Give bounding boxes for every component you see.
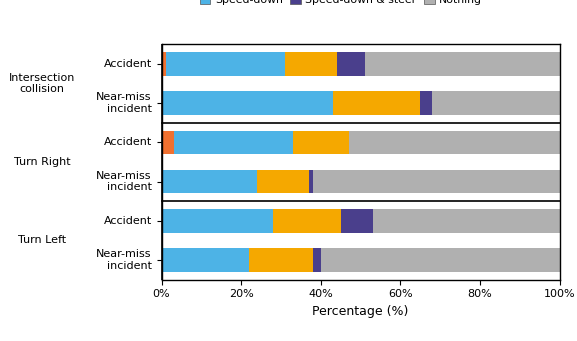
Text: Intersection
collision: Intersection collision [9,73,76,94]
Text: Turn Left: Turn Left [18,235,66,246]
Legend: Speed-up, Speed-down, Steer, Speed-down & steer, Avoiding behavior, Nothing: Speed-up, Speed-down, Steer, Speed-down … [200,0,538,5]
Bar [162,52,166,76]
Bar [309,170,313,193]
Bar [321,248,560,272]
Bar [166,52,285,76]
Bar [162,131,174,154]
Bar [337,52,365,76]
Bar [420,91,432,115]
Bar [333,91,420,115]
Text: Turn Right: Turn Right [14,157,70,167]
Bar [162,91,333,115]
Bar [162,170,257,193]
Bar [313,248,321,272]
Bar [293,131,349,154]
Bar [249,248,313,272]
Bar [162,209,273,233]
Bar [162,248,249,272]
Bar [373,209,560,233]
Bar [365,52,560,76]
Bar [174,131,293,154]
Bar [273,209,340,233]
Bar [340,209,373,233]
Bar [349,131,560,154]
X-axis label: Percentage (%): Percentage (%) [312,305,409,318]
Bar [313,170,560,193]
Bar [432,91,560,115]
Bar [285,52,337,76]
Bar [257,170,309,193]
